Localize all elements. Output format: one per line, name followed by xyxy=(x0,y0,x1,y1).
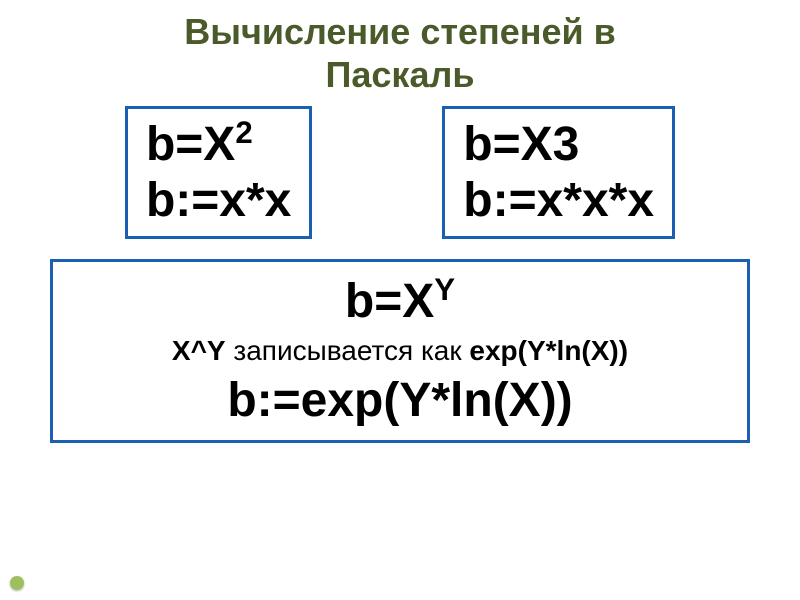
box1-line1: b=X2 xyxy=(146,117,291,172)
slide-bullet-icon xyxy=(10,576,24,590)
box1-line1-sup: 2 xyxy=(235,115,252,150)
box1-line1-prefix: b=X xyxy=(146,118,235,171)
box-general: b=XY X^Y записывается как exp(Y*ln(X)) b… xyxy=(50,259,750,443)
box3-desc-suffix: exp(Y*ln(X)) xyxy=(469,335,628,366)
box3-line3: b:=exp(Y*ln(X)) xyxy=(73,373,727,428)
box2-line2: b:=x*x*x xyxy=(463,173,654,228)
box3-desc: X^Y записывается как exp(Y*ln(X)) xyxy=(73,335,727,367)
box3-line1-prefix: b=X xyxy=(345,275,434,328)
title-line-1: Вычисление степеней в xyxy=(0,10,800,53)
box3-line1-sup: Y xyxy=(434,272,455,307)
box3-desc-mid: записывается как xyxy=(226,335,470,366)
top-row: b=X2 b:=x*x b=X3 b:=x*x*x xyxy=(0,106,800,238)
title-line-2: Паскаль xyxy=(0,53,800,96)
box2-line1: b=X3 xyxy=(463,117,654,172)
box3-line1: b=XY xyxy=(73,274,727,329)
box1-line2: b:=x*x xyxy=(146,173,291,228)
box-cube: b=X3 b:=x*x*x xyxy=(442,106,675,238)
box3-desc-prefix: X^Y xyxy=(172,335,226,366)
box-square: b=X2 b:=x*x xyxy=(125,106,312,238)
slide-title: Вычисление степеней в Паскаль xyxy=(0,0,800,96)
